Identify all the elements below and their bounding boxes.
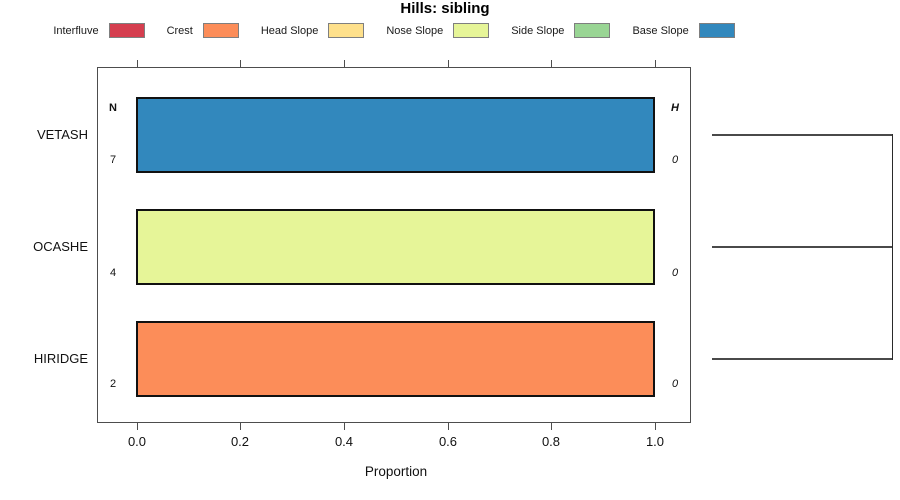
- legend-swatch-nose-slope: [453, 23, 490, 38]
- legend-item-crest: Crest: [167, 23, 239, 38]
- h-value-ocashe: 0: [671, 267, 679, 279]
- h-value-hiridge: 0: [671, 378, 679, 390]
- axis-tick: [137, 60, 138, 67]
- x-tick-label: 0.8: [541, 434, 561, 449]
- axis-tick: [448, 423, 449, 430]
- legend-swatch-side-slope: [574, 23, 611, 38]
- h-column-header: H: [671, 102, 679, 114]
- legend-label: Base Slope: [632, 24, 689, 37]
- bar-vetash-base-slope: [136, 97, 655, 173]
- dendrogram-branch-hiridge: [712, 358, 893, 360]
- axis-tick: [655, 423, 656, 430]
- n-column-header: N: [109, 102, 117, 114]
- axis-tick: [344, 60, 345, 67]
- x-tick-label: 0.2: [230, 434, 250, 449]
- dendrogram-branch-ocashe: [712, 246, 893, 248]
- axis-tick: [240, 60, 241, 67]
- axis-tick: [240, 423, 241, 430]
- n-value-hiridge: 2: [109, 378, 117, 390]
- axis-tick: [551, 60, 552, 67]
- n-value-vetash: 7: [109, 154, 117, 166]
- legend-swatch-base-slope: [698, 23, 735, 38]
- row-label-ocashe: OCASHE: [33, 239, 88, 254]
- legend-swatch-interfluve: [108, 23, 145, 38]
- legend-label: Interfluve: [53, 24, 99, 37]
- plot-area: [97, 67, 691, 423]
- n-value-ocashe: 4: [109, 267, 117, 279]
- legend-label: Side Slope: [511, 24, 565, 37]
- legend-label: Nose Slope: [386, 24, 444, 37]
- legend-label: Head Slope: [260, 24, 319, 37]
- h-value-vetash: 0: [671, 154, 679, 166]
- axis-tick: [655, 60, 656, 67]
- dendrogram-branch-vetash: [712, 134, 893, 136]
- legend-item-base-slope: Base Slope: [632, 23, 735, 38]
- legend-swatch-crest: [202, 23, 239, 38]
- x-tick-label: 1.0: [645, 434, 665, 449]
- legend-item-side-slope: Side Slope: [511, 23, 611, 38]
- axis-tick: [137, 423, 138, 430]
- legend-item-interfluve: Interfluve: [53, 23, 145, 38]
- dendrogram-join-line: [891, 134, 893, 360]
- bar-hiridge-crest: [136, 321, 655, 397]
- axis-tick: [551, 423, 552, 430]
- x-tick-label: 0.4: [334, 434, 354, 449]
- x-tick-label: 0.6: [438, 434, 458, 449]
- bar-ocashe-nose-slope: [136, 209, 655, 285]
- legend-label: Crest: [166, 24, 193, 37]
- legend: Interfluve Crest Head Slope Nose Slope S…: [53, 23, 735, 38]
- row-label-vetash: VETASH: [36, 127, 88, 142]
- legend-swatch-head-slope: [328, 23, 365, 38]
- axis-tick: [448, 60, 449, 67]
- legend-item-nose-slope: Nose Slope: [386, 23, 490, 38]
- x-tick-label: 0.0: [127, 434, 147, 449]
- chart-title: Hills: sibling: [400, 0, 490, 17]
- x-axis-title: Proportion: [364, 464, 428, 479]
- row-label-hiridge: HIRIDGE: [33, 351, 88, 366]
- legend-item-head-slope: Head Slope: [261, 23, 365, 38]
- axis-tick: [344, 423, 345, 430]
